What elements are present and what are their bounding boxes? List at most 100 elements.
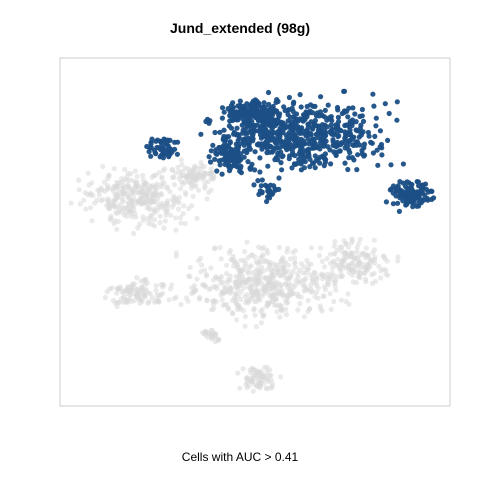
- cell-point-above-threshold: [250, 138, 256, 144]
- cell-point-below-threshold: [161, 225, 167, 231]
- cell-point-below-threshold: [246, 298, 252, 304]
- cell-point-above-threshold: [357, 142, 363, 148]
- cell-point-below-threshold: [267, 292, 273, 298]
- cell-point-above-threshold: [288, 119, 294, 125]
- cell-point-below-threshold: [248, 263, 254, 269]
- cell-point-below-threshold: [124, 213, 130, 219]
- cell-point-below-threshold: [176, 194, 182, 200]
- cell-point-below-threshold: [124, 205, 130, 211]
- cell-point-below-threshold: [98, 197, 104, 204]
- cell-point-below-threshold: [339, 249, 345, 255]
- cell-point-above-threshold: [265, 89, 272, 96]
- cell-point-above-threshold: [206, 120, 212, 126]
- cell-point-above-threshold: [298, 126, 304, 132]
- cell-point-below-threshold: [147, 206, 153, 212]
- cell-point-below-threshold: [198, 166, 204, 172]
- cell-point-above-threshold: [318, 94, 324, 100]
- cell-point-above-threshold: [414, 179, 420, 185]
- cell-point-below-threshold: [237, 385, 243, 391]
- cell-point-below-threshold: [192, 178, 198, 184]
- cell-point-below-threshold: [240, 307, 246, 314]
- cell-point-below-threshold: [335, 256, 341, 262]
- cell-point-below-threshold: [305, 297, 311, 304]
- cell-point-below-threshold: [110, 202, 116, 209]
- cell-point-above-threshold: [262, 182, 268, 188]
- cell-point-below-threshold: [140, 172, 146, 179]
- cell-point-above-threshold: [350, 105, 356, 111]
- cell-point-below-threshold: [169, 204, 175, 210]
- cell-point-below-threshold: [253, 323, 259, 330]
- cell-point-below-threshold: [343, 241, 349, 247]
- cell-point-above-threshold: [298, 149, 304, 155]
- cell-point-below-threshold: [124, 174, 130, 180]
- cell-point-above-threshold: [292, 152, 298, 159]
- cell-point-below-threshold: [141, 278, 147, 284]
- cell-point-above-threshold: [237, 141, 243, 147]
- cell-point-above-threshold: [346, 130, 352, 136]
- cell-point-below-threshold: [354, 255, 360, 261]
- cell-point-below-threshold: [217, 276, 223, 282]
- cell-point-above-threshold: [230, 109, 236, 115]
- cell-point-below-threshold: [250, 388, 256, 394]
- cell-point-above-threshold: [265, 163, 271, 169]
- cell-point-below-threshold: [178, 301, 184, 308]
- cell-point-below-threshold: [131, 297, 137, 304]
- cell-point-above-threshold: [276, 186, 282, 192]
- cell-point-above-threshold: [239, 130, 246, 136]
- cell-point-below-threshold: [95, 187, 101, 193]
- cell-point-above-threshold: [244, 147, 250, 153]
- cell-point-above-threshold: [268, 128, 274, 134]
- cell-point-below-threshold: [129, 283, 135, 289]
- cell-point-above-threshold: [238, 170, 244, 176]
- cell-point-below-threshold: [208, 265, 214, 271]
- cell-point-above-threshold: [374, 147, 380, 153]
- cell-point-below-threshold: [319, 258, 325, 264]
- cell-point-below-threshold: [293, 264, 299, 270]
- cell-point-above-threshold: [303, 128, 309, 134]
- cell-point-below-threshold: [160, 281, 166, 287]
- cell-point-below-threshold: [213, 274, 219, 280]
- cell-point-above-threshold: [289, 165, 295, 171]
- cell-point-below-threshold: [88, 190, 94, 196]
- cell-point-above-threshold: [328, 122, 334, 128]
- cell-point-above-threshold: [416, 190, 422, 196]
- cell-point-above-threshold: [370, 150, 376, 156]
- cell-point-above-threshold: [272, 140, 278, 146]
- cell-point-below-threshold: [206, 189, 212, 195]
- cell-point-below-threshold: [120, 199, 126, 205]
- cell-point-above-threshold: [297, 92, 303, 98]
- cell-point-below-threshold: [193, 287, 199, 294]
- cell-point-below-threshold: [321, 284, 328, 290]
- cell-point-above-threshold: [233, 132, 239, 138]
- cell-point-below-threshold: [298, 261, 304, 267]
- cell-point-below-threshold: [136, 190, 142, 196]
- cell-point-above-threshold: [246, 141, 252, 147]
- cell-point-below-threshold: [199, 262, 205, 268]
- cell-point-below-threshold: [175, 164, 181, 170]
- cell-point-above-threshold: [309, 145, 315, 151]
- cell-point-below-threshold: [268, 385, 274, 391]
- cell-point-below-threshold: [134, 179, 140, 185]
- cell-point-above-threshold: [323, 157, 329, 163]
- cell-point-below-threshold: [322, 264, 328, 270]
- cell-point-below-threshold: [339, 244, 345, 250]
- cell-point-above-threshold: [148, 139, 154, 146]
- cell-point-below-threshold: [102, 295, 108, 301]
- cell-point-below-threshold: [240, 279, 246, 285]
- cell-point-below-threshold: [382, 256, 388, 262]
- cell-point-below-threshold: [283, 306, 289, 312]
- cell-point-below-threshold: [312, 294, 318, 300]
- cell-point-below-threshold: [284, 293, 290, 299]
- cell-point-below-threshold: [259, 281, 265, 287]
- cell-point-below-threshold: [159, 174, 165, 180]
- cell-point-above-threshold: [365, 129, 371, 136]
- cell-point-above-threshold: [279, 130, 285, 136]
- cell-point-above-threshold: [217, 129, 223, 135]
- cell-point-below-threshold: [134, 286, 140, 292]
- cell-point-above-threshold: [317, 160, 323, 166]
- cell-point-above-threshold: [395, 200, 401, 206]
- cell-point-above-threshold: [310, 160, 316, 166]
- cell-point-below-threshold: [147, 291, 153, 297]
- cell-point-below-threshold: [328, 276, 334, 282]
- cell-point-above-threshold: [254, 103, 260, 109]
